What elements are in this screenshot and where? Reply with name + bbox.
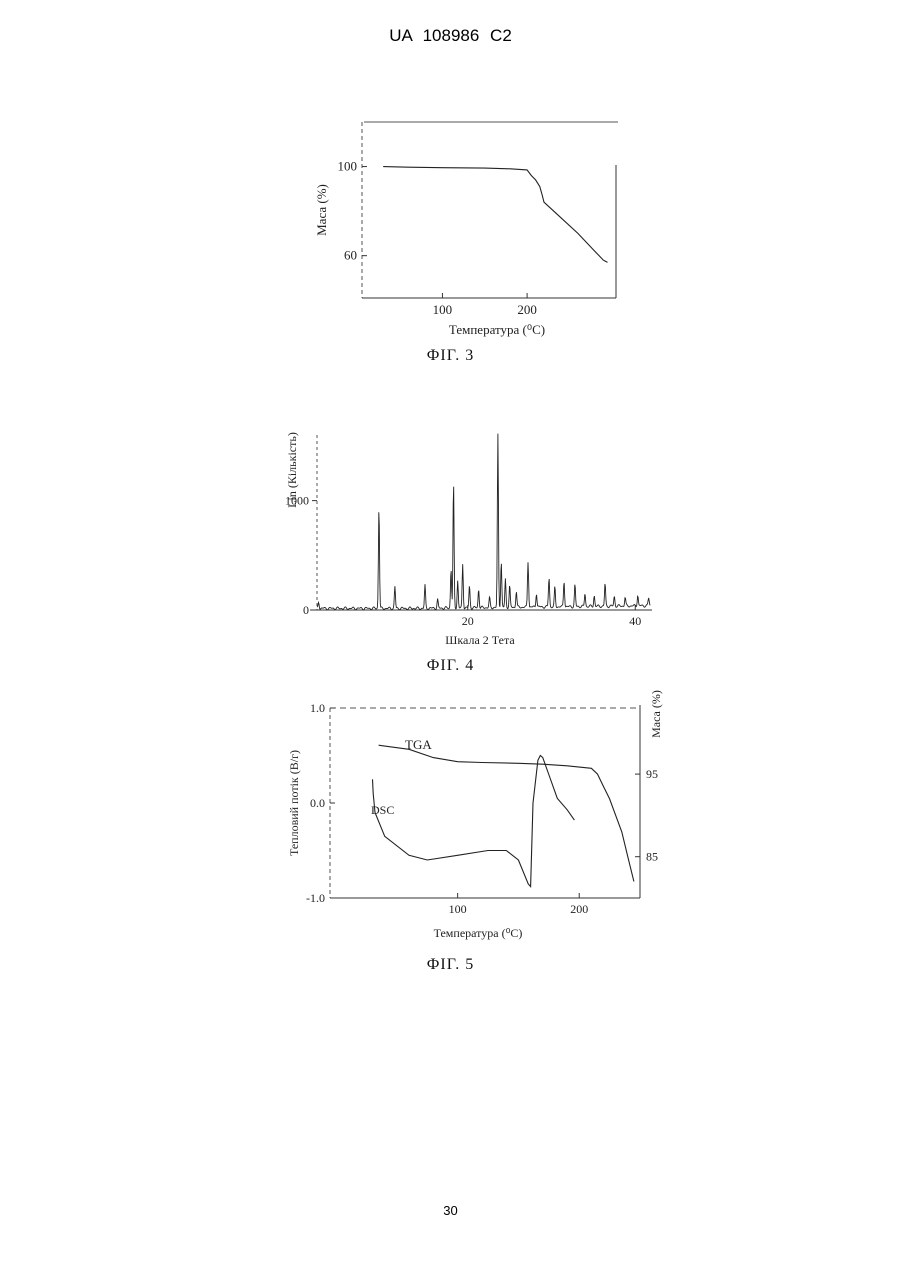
fig4-ylabel: Lin (Кількість) bbox=[285, 432, 299, 508]
fig3-frame bbox=[362, 122, 618, 298]
fig5-frame bbox=[330, 705, 640, 898]
fig3-xtick-label: 100 bbox=[433, 302, 453, 317]
fig4-xtick-label: 20 bbox=[462, 614, 474, 628]
fig5-dsc-label: DSC bbox=[371, 803, 394, 817]
fig3-mass-curve bbox=[383, 167, 607, 263]
fig3-ylabel: Маса (%) bbox=[314, 184, 329, 236]
fig3-ytick-label: 100 bbox=[338, 159, 358, 174]
fig5-ytick-label: 1.0 bbox=[310, 701, 325, 715]
figure-3-chart: 100 200 100 60 Температура (⁰C) Маса (%) bbox=[0, 110, 901, 350]
fig4-xlabel: Шкала 2 Тета bbox=[445, 633, 515, 647]
fig5-ylabel: Тепловий потік (В/г) bbox=[287, 750, 301, 856]
page-number: 30 bbox=[0, 1203, 901, 1218]
fig5-tga-label: TGA bbox=[405, 737, 432, 752]
fig4-xrd-pattern bbox=[317, 434, 650, 610]
fig5-xtick-label: 100 bbox=[449, 902, 467, 916]
figure-5-caption: ФІГ. 5 bbox=[0, 956, 901, 974]
figure-4-caption: ФІГ. 4 bbox=[0, 657, 901, 675]
fig5-xlabel: Температура (⁰C) bbox=[434, 926, 523, 940]
fig5-tga-curve bbox=[379, 745, 634, 881]
fig5-ylabel-right: Маса (%) bbox=[649, 690, 663, 738]
fig5-ytick-label: -1.0 bbox=[306, 891, 325, 905]
fig4-ytick-label: 0 bbox=[303, 603, 309, 617]
fig3-ytick-label: 60 bbox=[344, 248, 357, 263]
fig5-xtick-label: 200 bbox=[570, 902, 588, 916]
fig3-xtick-label: 200 bbox=[517, 302, 537, 317]
fig5-ytick-label: 0.0 bbox=[310, 796, 325, 810]
fig5-ytick-right-label: 85 bbox=[646, 850, 658, 864]
document-header: UA 108986 C2 bbox=[0, 26, 901, 46]
figure-5-chart: 100 200 1.0 0.0 -1.0 95 85 TGA DSC Температура… bbox=[0, 690, 901, 950]
fig5-ytick-right-label: 95 bbox=[646, 767, 658, 781]
fig4-frame bbox=[310, 435, 652, 610]
figure-3-caption: ФІГ. 3 bbox=[0, 347, 901, 365]
fig5-dsc-curve bbox=[373, 756, 575, 887]
fig4-xtick-label: 40 bbox=[629, 614, 641, 628]
figure-4-chart: 204010000 Шкала 2 Тета Lin (Кількість) bbox=[0, 380, 901, 650]
fig3-xlabel: Температура (⁰C) bbox=[449, 322, 545, 337]
